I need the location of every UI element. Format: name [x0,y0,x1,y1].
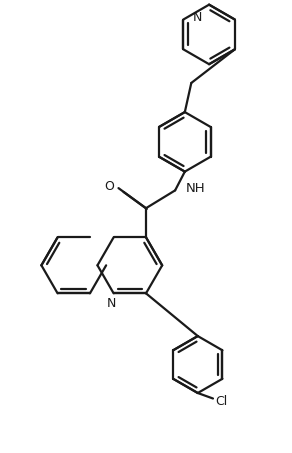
Text: NH: NH [185,182,205,195]
Text: N: N [192,11,202,24]
Text: Cl: Cl [215,395,228,408]
Text: N: N [106,297,116,310]
Text: O: O [105,180,114,193]
